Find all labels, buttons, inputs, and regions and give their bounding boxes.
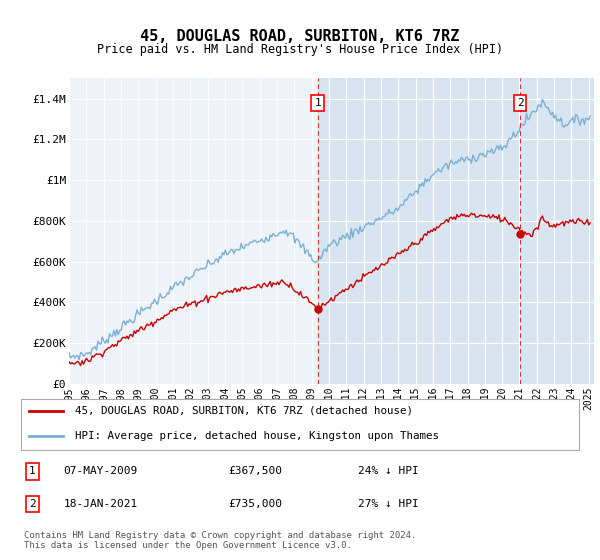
Text: 2: 2 [29, 499, 35, 509]
Text: 07-MAY-2009: 07-MAY-2009 [64, 466, 137, 477]
Text: 18-JAN-2021: 18-JAN-2021 [64, 499, 137, 509]
Text: 45, DOUGLAS ROAD, SURBITON, KT6 7RZ: 45, DOUGLAS ROAD, SURBITON, KT6 7RZ [140, 30, 460, 44]
Text: 2: 2 [517, 98, 524, 108]
Text: Contains HM Land Registry data © Crown copyright and database right 2024.
This d: Contains HM Land Registry data © Crown c… [24, 530, 416, 550]
Text: 27% ↓ HPI: 27% ↓ HPI [358, 499, 419, 509]
FancyBboxPatch shape [21, 399, 580, 450]
Text: Price paid vs. HM Land Registry's House Price Index (HPI): Price paid vs. HM Land Registry's House … [97, 43, 503, 56]
Text: HPI: Average price, detached house, Kingston upon Thames: HPI: Average price, detached house, King… [75, 431, 439, 441]
Text: 24% ↓ HPI: 24% ↓ HPI [358, 466, 419, 477]
Text: £367,500: £367,500 [228, 466, 282, 477]
Text: £735,000: £735,000 [228, 499, 282, 509]
Text: 45, DOUGLAS ROAD, SURBITON, KT6 7RZ (detached house): 45, DOUGLAS ROAD, SURBITON, KT6 7RZ (det… [75, 406, 413, 416]
Bar [317, 78, 594, 384]
Text: 1: 1 [29, 466, 35, 477]
Text: 1: 1 [314, 98, 321, 108]
